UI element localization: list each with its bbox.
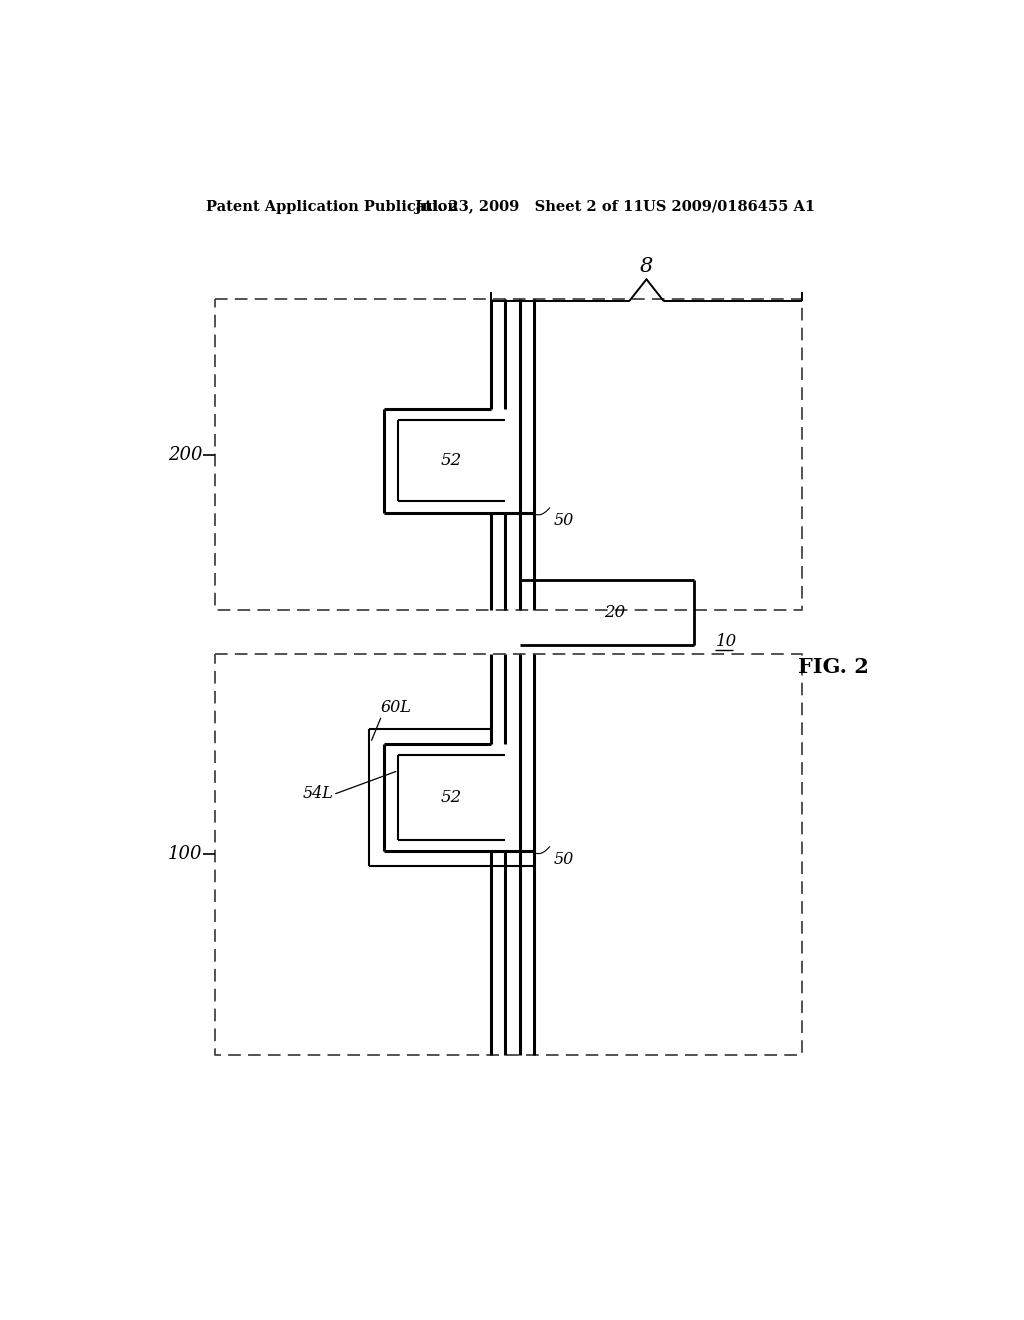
Text: US 2009/0186455 A1: US 2009/0186455 A1 [643, 199, 815, 214]
Text: 100: 100 [168, 846, 203, 863]
Text: FIG. 2: FIG. 2 [798, 656, 868, 677]
Text: 10: 10 [716, 632, 736, 649]
Text: 8: 8 [640, 257, 653, 276]
Text: Patent Application Publication: Patent Application Publication [206, 199, 458, 214]
Text: 60L: 60L [381, 698, 412, 715]
Text: 52: 52 [440, 789, 462, 807]
Text: 52: 52 [440, 453, 462, 469]
Text: Jul. 23, 2009   Sheet 2 of 11: Jul. 23, 2009 Sheet 2 of 11 [415, 199, 643, 214]
Text: 50: 50 [554, 850, 573, 867]
Text: 200: 200 [168, 446, 203, 463]
Text: 20: 20 [604, 603, 626, 620]
Text: 54L: 54L [302, 785, 334, 803]
Text: 50: 50 [554, 512, 573, 529]
